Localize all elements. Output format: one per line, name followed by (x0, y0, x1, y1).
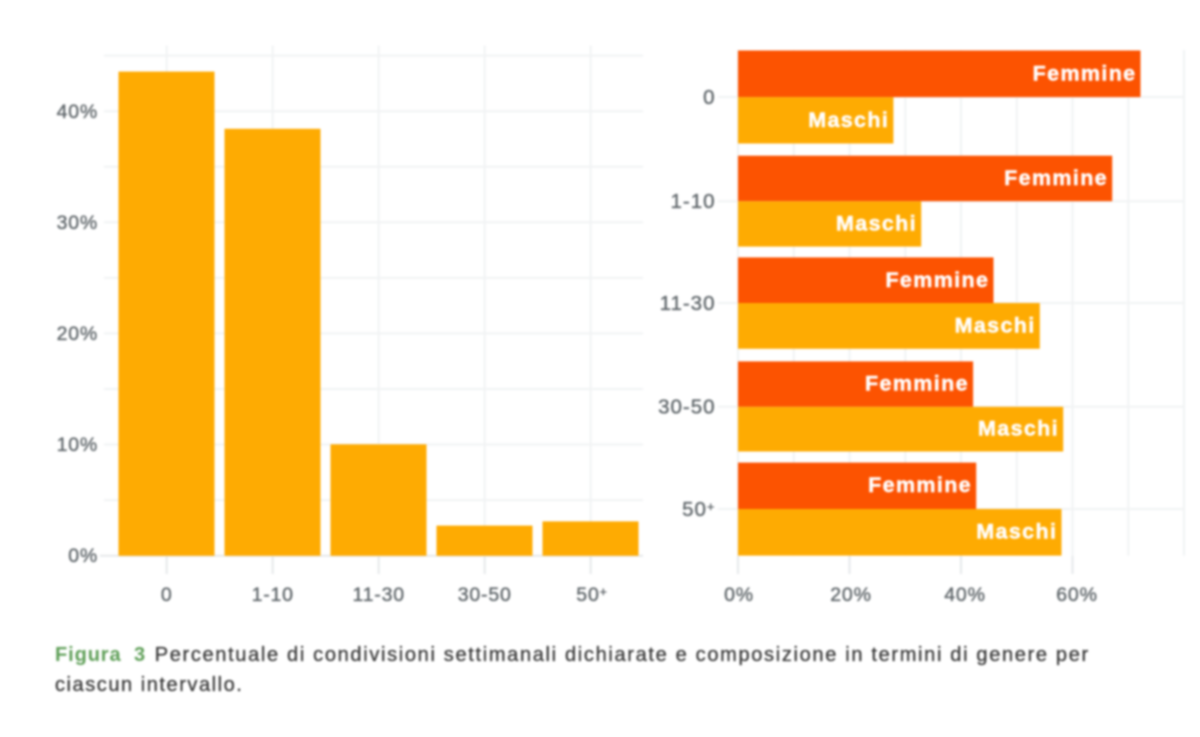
svg-text:50+: 50+ (576, 584, 607, 606)
svg-text:Maschi: Maschi (836, 212, 917, 236)
svg-text:20%: 20% (830, 584, 871, 606)
svg-text:Femmine: Femmine (865, 372, 969, 396)
svg-text:0%: 0% (724, 584, 754, 606)
svg-text:0: 0 (161, 584, 173, 606)
svg-text:30-50: 30-50 (458, 584, 512, 606)
svg-text:3: 3 (134, 644, 145, 666)
svg-text:Figura: Figura (55, 644, 122, 666)
svg-text:40%: 40% (944, 584, 985, 606)
svg-text:11-30: 11-30 (660, 292, 716, 315)
svg-text:30-50: 30-50 (658, 396, 715, 419)
svg-text:Femmine: Femmine (1033, 62, 1137, 86)
svg-text:Maschi: Maschi (978, 417, 1059, 441)
svg-text:ciascun intervallo.: ciascun intervallo. (55, 674, 243, 696)
svg-text:Femmine: Femmine (868, 473, 972, 497)
svg-text:0: 0 (703, 86, 715, 109)
svg-text:1-10: 1-10 (670, 190, 715, 213)
svg-text:Maschi: Maschi (955, 314, 1036, 338)
svg-text:40%: 40% (57, 101, 98, 123)
svg-text:60%: 60% (1056, 584, 1097, 606)
svg-text:Percentuale di condivisioni se: Percentuale di condivisioni settimanali … (155, 644, 1090, 666)
svg-text:1-10: 1-10 (252, 584, 294, 606)
svg-text:11-30: 11-30 (352, 584, 404, 606)
svg-text:Maschi: Maschi (808, 108, 889, 132)
svg-text:Maschi: Maschi (976, 520, 1057, 544)
svg-text:10%: 10% (57, 434, 98, 456)
svg-text:0%: 0% (68, 545, 98, 567)
svg-text:Femmine: Femmine (885, 268, 989, 292)
svg-text:Femmine: Femmine (1004, 166, 1108, 190)
svg-text:50+: 50+ (682, 498, 715, 521)
svg-text:30%: 30% (57, 212, 98, 234)
svg-text:20%: 20% (57, 323, 98, 345)
